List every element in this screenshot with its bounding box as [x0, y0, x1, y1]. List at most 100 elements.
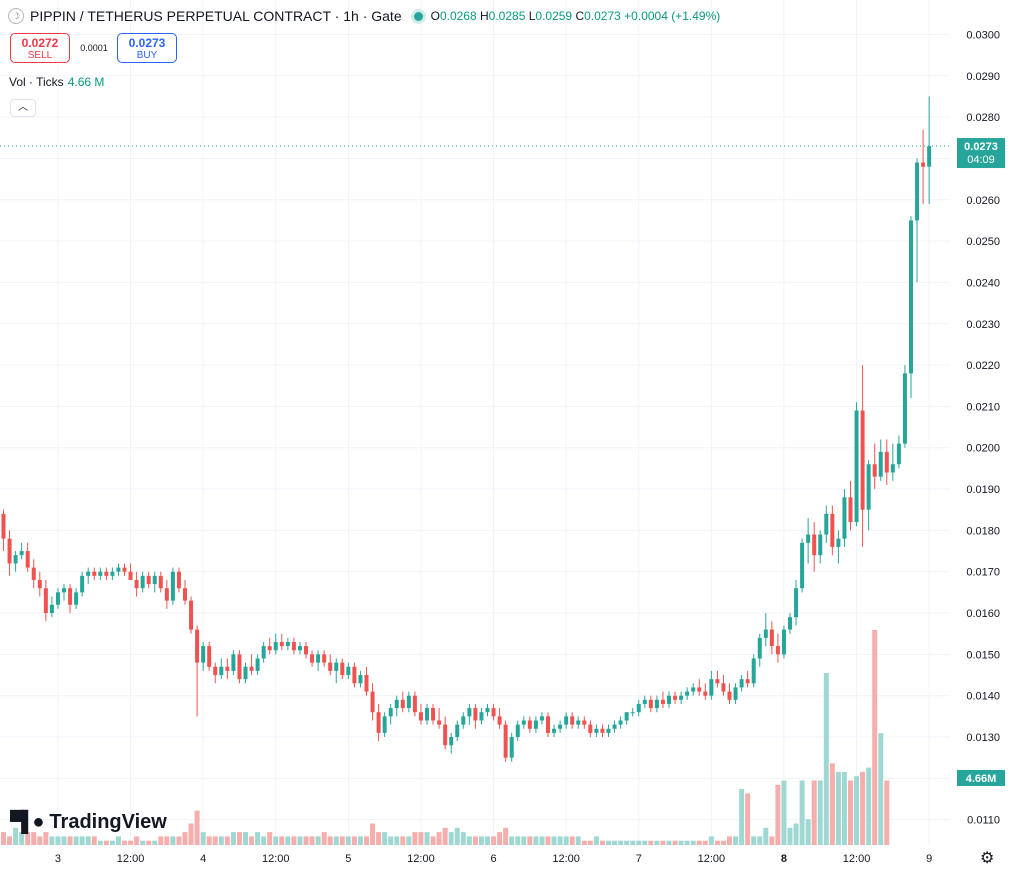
- candle-body: [273, 641, 278, 651]
- symbol-title[interactable]: PIPPIN / TETHERUS PERPETUAL CONTRACT · 1…: [30, 8, 402, 24]
- volume-bar: [636, 840, 642, 845]
- volume-bar: [678, 840, 684, 845]
- volume-bar: [394, 836, 400, 845]
- tradingview-logo[interactable]: ▀▌● TradingView: [10, 811, 167, 834]
- candle-body: [794, 588, 799, 618]
- candle-body: [98, 571, 103, 576]
- volume-bar: [787, 827, 793, 845]
- volume-bar: [472, 836, 478, 845]
- candle-body: [25, 551, 30, 568]
- candle-body: [219, 666, 224, 676]
- volume-bar: [521, 836, 527, 845]
- candle-body: [697, 687, 702, 692]
- candle-body: [679, 695, 684, 700]
- volume-bar: [382, 832, 388, 845]
- collapse-legend-button[interactable]: ︿: [10, 99, 36, 117]
- time-axis[interactable]: 3 12:00 4 12:00 5 12:00 6 12:00 7 12:00 8 12:00 9: [55, 853, 932, 865]
- candle-body: [104, 571, 109, 576]
- candle-body: [709, 679, 714, 696]
- sell-button[interactable]: 0.0272 SELL: [10, 33, 70, 63]
- candle-body: [521, 720, 526, 725]
- time-tick-label: 12:00: [843, 853, 871, 865]
- candle-body: [485, 708, 490, 713]
- candle-body: [310, 654, 315, 663]
- volume-bar: [854, 776, 860, 845]
- time-tick-label: 5: [345, 853, 351, 865]
- candle-body: [660, 699, 665, 704]
- volume-legend[interactable]: Vol · Ticks 4.66 M: [9, 75, 104, 89]
- volume-bar: [835, 771, 841, 845]
- volume-bar: [624, 840, 630, 845]
- candle-body: [473, 708, 478, 721]
- candle-body: [715, 679, 720, 684]
- candle-body: [527, 720, 532, 729]
- candle-body: [80, 575, 85, 593]
- time-tick-label: 6: [490, 853, 496, 865]
- buy-button[interactable]: 0.0273 BUY: [117, 33, 177, 63]
- volume-bar: [273, 836, 279, 845]
- candle-body: [1, 513, 6, 539]
- candle-body: [818, 534, 823, 556]
- volume-bar: [376, 832, 382, 845]
- candle-body: [116, 567, 121, 572]
- candle-body: [909, 220, 913, 374]
- candle-body: [237, 654, 242, 680]
- volume-bar: [61, 836, 67, 845]
- candle-body: [654, 699, 659, 709]
- candle-body: [231, 654, 236, 671]
- candle-body: [812, 534, 817, 556]
- volume-bar: [666, 840, 672, 845]
- candle-body: [739, 679, 744, 688]
- volume-bar: [781, 780, 787, 845]
- volume-bar: [309, 836, 315, 845]
- candle-body: [31, 567, 36, 580]
- volume-bar: [176, 836, 182, 845]
- candle-body: [636, 703, 641, 713]
- candle-body: [437, 720, 442, 725]
- candle-body: [721, 683, 726, 692]
- volume-bar: [267, 832, 273, 845]
- volume-bar: [563, 836, 569, 845]
- candle-body: [92, 571, 97, 576]
- price-tick-label: 0.0210: [966, 401, 1000, 413]
- time-tick-label: 12:00: [117, 853, 145, 865]
- candle-body: [890, 464, 895, 473]
- volume-bar: [733, 836, 739, 845]
- volume-bar: [720, 840, 726, 845]
- gear-icon[interactable]: ⚙: [980, 850, 995, 867]
- volume-bar: [406, 836, 412, 845]
- price-tick-label: 0.0110: [967, 815, 1000, 827]
- candle-body: [13, 555, 18, 564]
- volume-bar: [55, 836, 61, 845]
- candle-body: [412, 695, 417, 713]
- candles: [1, 96, 932, 762]
- volume-bar: [442, 827, 448, 845]
- candle-body: [667, 695, 671, 704]
- candle-body: [285, 641, 290, 647]
- volume-bar: [357, 836, 363, 845]
- candle-body: [806, 534, 811, 543]
- price-tick-label: 0.0140: [966, 691, 1000, 703]
- volume-bar: [648, 840, 654, 845]
- volume-bar: [866, 767, 872, 845]
- high-value: 0.0285: [488, 9, 526, 23]
- volume-bar: [684, 840, 690, 845]
- candle-body: [824, 513, 829, 535]
- candle-body: [848, 497, 853, 523]
- volume-bar: [134, 836, 140, 845]
- volume-bar: [606, 840, 611, 845]
- volume-bar: [805, 819, 811, 845]
- volume-bar: [551, 836, 557, 845]
- volume-bar: [103, 840, 109, 845]
- volume-bar: [128, 840, 134, 845]
- candle-body: [128, 571, 133, 580]
- candle-body: [183, 588, 187, 601]
- volume-bar: [533, 836, 539, 845]
- candle-body: [594, 728, 599, 733]
- last-price-value: 0.0273: [964, 141, 998, 153]
- volume-bar: [654, 840, 660, 845]
- price-tick-label: 0.0180: [966, 525, 1000, 537]
- volume-bar: [618, 840, 624, 845]
- volume-bar: [73, 836, 79, 845]
